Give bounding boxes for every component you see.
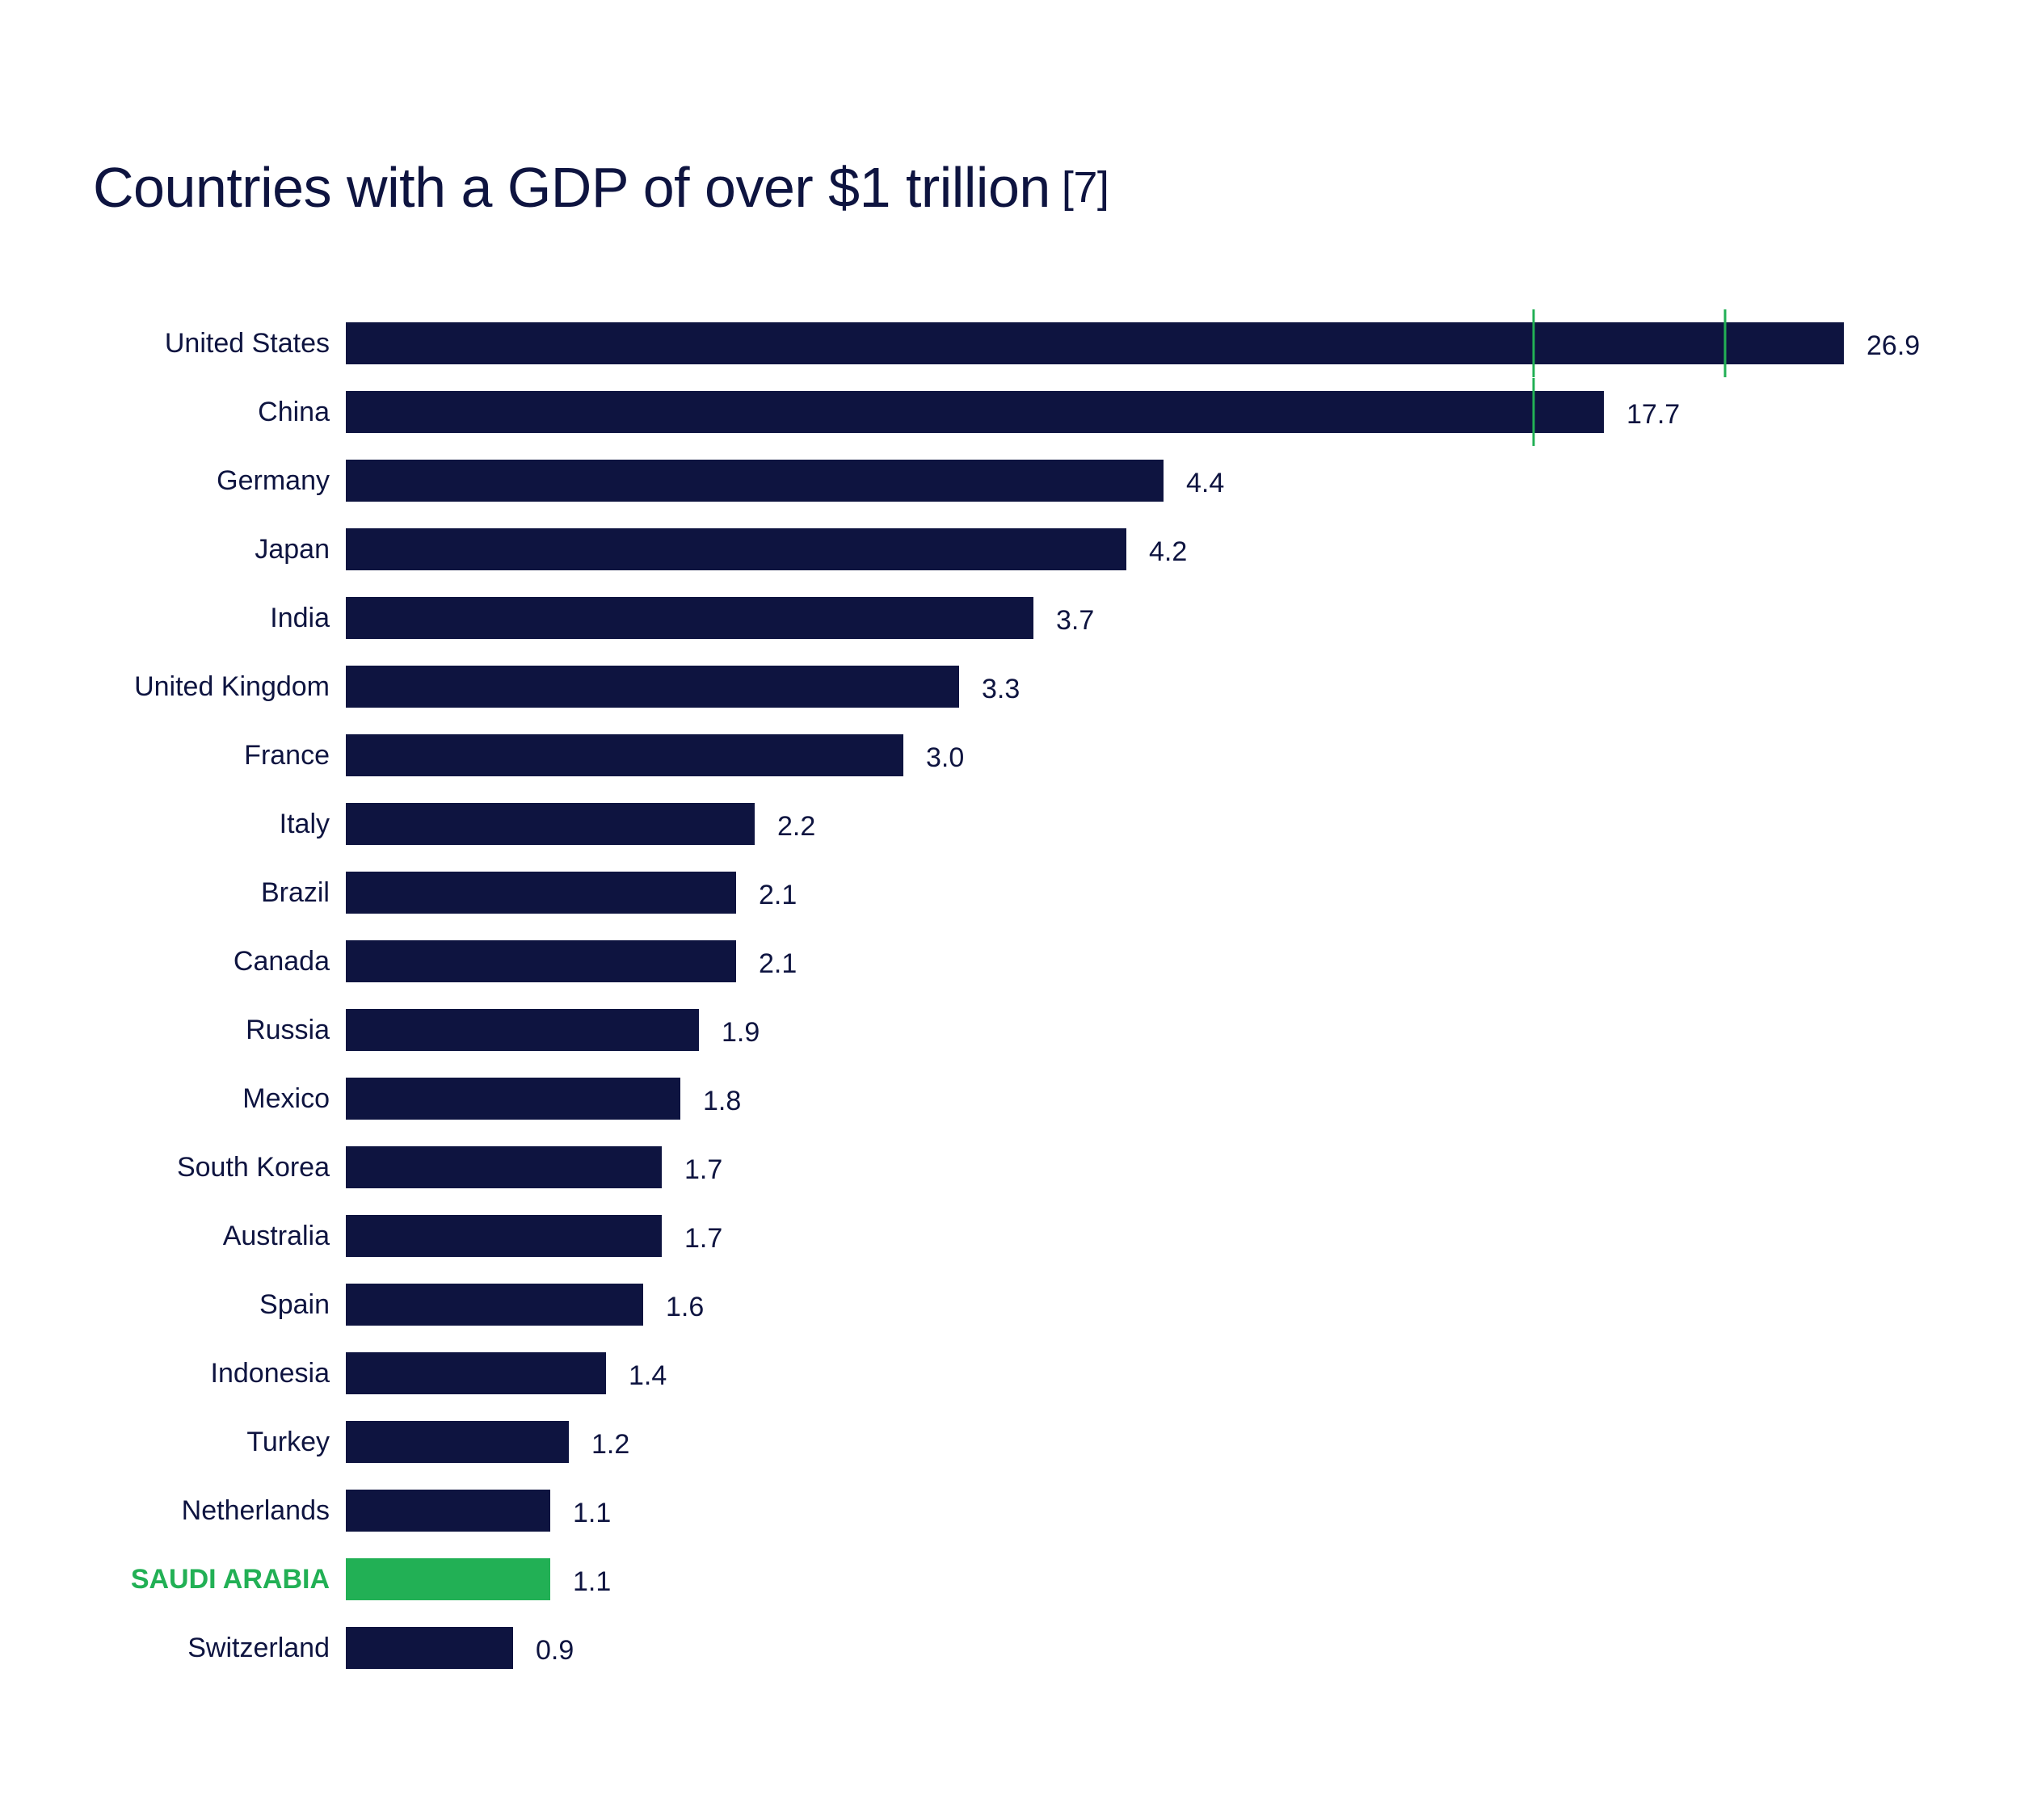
bar-italy xyxy=(346,803,755,845)
value-labels: 26.9 17.7 4.4 4.2 3.7 3.3 3.0 2.2 2.1 2.1 1.9 1.8 1.… xyxy=(536,330,1920,1666)
category-label-russia: Russia xyxy=(246,1015,330,1045)
value-label-italy: 2.2 xyxy=(777,811,815,842)
value-label-japan: 4.2 xyxy=(1149,536,1187,567)
bar-netherlands xyxy=(346,1490,550,1532)
chart-title-reference: [7] xyxy=(1061,163,1109,212)
category-label-south-korea: South Korea xyxy=(177,1152,330,1183)
bar-canada xyxy=(346,940,736,982)
category-labels: United States China Germany Japan India Unite… xyxy=(131,328,330,1663)
value-label-germany: 4.4 xyxy=(1186,468,1224,498)
bar-russia xyxy=(346,1009,699,1051)
bar-united-states xyxy=(346,322,1844,364)
bar-india xyxy=(346,597,1033,639)
value-label-mexico: 1.8 xyxy=(703,1086,741,1116)
bar-brazil xyxy=(346,872,736,914)
category-label-saudi-arabia: SAUDI ARABIA xyxy=(131,1564,330,1595)
chart-title: Countries with a GDP of over $1 trillion… xyxy=(93,155,1109,220)
value-label-france: 3.0 xyxy=(926,742,964,773)
category-label-india: India xyxy=(270,603,330,633)
category-label-united-kingdom: United Kingdom xyxy=(134,671,330,702)
category-label-germany: Germany xyxy=(217,465,330,496)
bar-germany xyxy=(346,460,1164,502)
category-label-switzerland: Switzerland xyxy=(187,1633,330,1663)
category-label-united-states: United States xyxy=(165,328,330,359)
value-label-south-korea: 1.7 xyxy=(684,1154,722,1185)
category-label-netherlands: Netherlands xyxy=(182,1495,330,1526)
value-label-netherlands: 1.1 xyxy=(573,1498,611,1528)
value-label-switzerland: 0.9 xyxy=(536,1635,574,1666)
value-label-china: 17.7 xyxy=(1627,399,1680,430)
bar-south-korea xyxy=(346,1146,662,1188)
value-label-russia: 1.9 xyxy=(722,1017,760,1048)
category-label-japan: Japan xyxy=(255,534,330,565)
category-label-indonesia: Indonesia xyxy=(211,1358,330,1389)
value-label-turkey: 1.2 xyxy=(591,1429,629,1460)
bar-mexico xyxy=(346,1078,680,1120)
category-label-spain: Spain xyxy=(259,1289,330,1320)
bar-turkey xyxy=(346,1421,569,1463)
bar-switzerland xyxy=(346,1627,513,1669)
bar-china xyxy=(346,391,1604,433)
category-label-mexico: Mexico xyxy=(242,1083,330,1114)
axis-break-marks xyxy=(1532,309,1727,446)
bar-japan xyxy=(346,528,1126,570)
category-label-italy: Italy xyxy=(280,809,330,839)
value-label-australia: 1.7 xyxy=(684,1223,722,1254)
value-label-spain: 1.6 xyxy=(666,1292,704,1322)
chart-title-text: Countries with a GDP of over $1 trillion xyxy=(93,156,1050,219)
value-label-united-kingdom: 3.3 xyxy=(982,674,1020,704)
category-label-china: China xyxy=(258,397,330,427)
bar-saudi-arabia xyxy=(346,1558,550,1600)
bar-france xyxy=(346,734,903,776)
value-label-indonesia: 1.4 xyxy=(629,1360,667,1391)
category-label-france: France xyxy=(244,740,330,771)
value-label-united-states: 26.9 xyxy=(1866,330,1920,361)
category-label-australia: Australia xyxy=(223,1221,330,1251)
value-label-india: 3.7 xyxy=(1056,605,1094,636)
bar-indonesia xyxy=(346,1352,606,1394)
value-label-canada: 2.1 xyxy=(759,948,797,979)
value-label-brazil: 2.1 xyxy=(759,880,797,910)
bars-group xyxy=(346,322,1844,1669)
category-label-canada: Canada xyxy=(234,946,330,977)
bar-australia xyxy=(346,1215,662,1257)
value-label-saudi-arabia: 1.1 xyxy=(573,1566,611,1597)
category-label-turkey: Turkey xyxy=(246,1427,330,1457)
bar-united-kingdom xyxy=(346,666,959,708)
bar-spain xyxy=(346,1284,643,1326)
category-label-brazil: Brazil xyxy=(261,877,330,908)
